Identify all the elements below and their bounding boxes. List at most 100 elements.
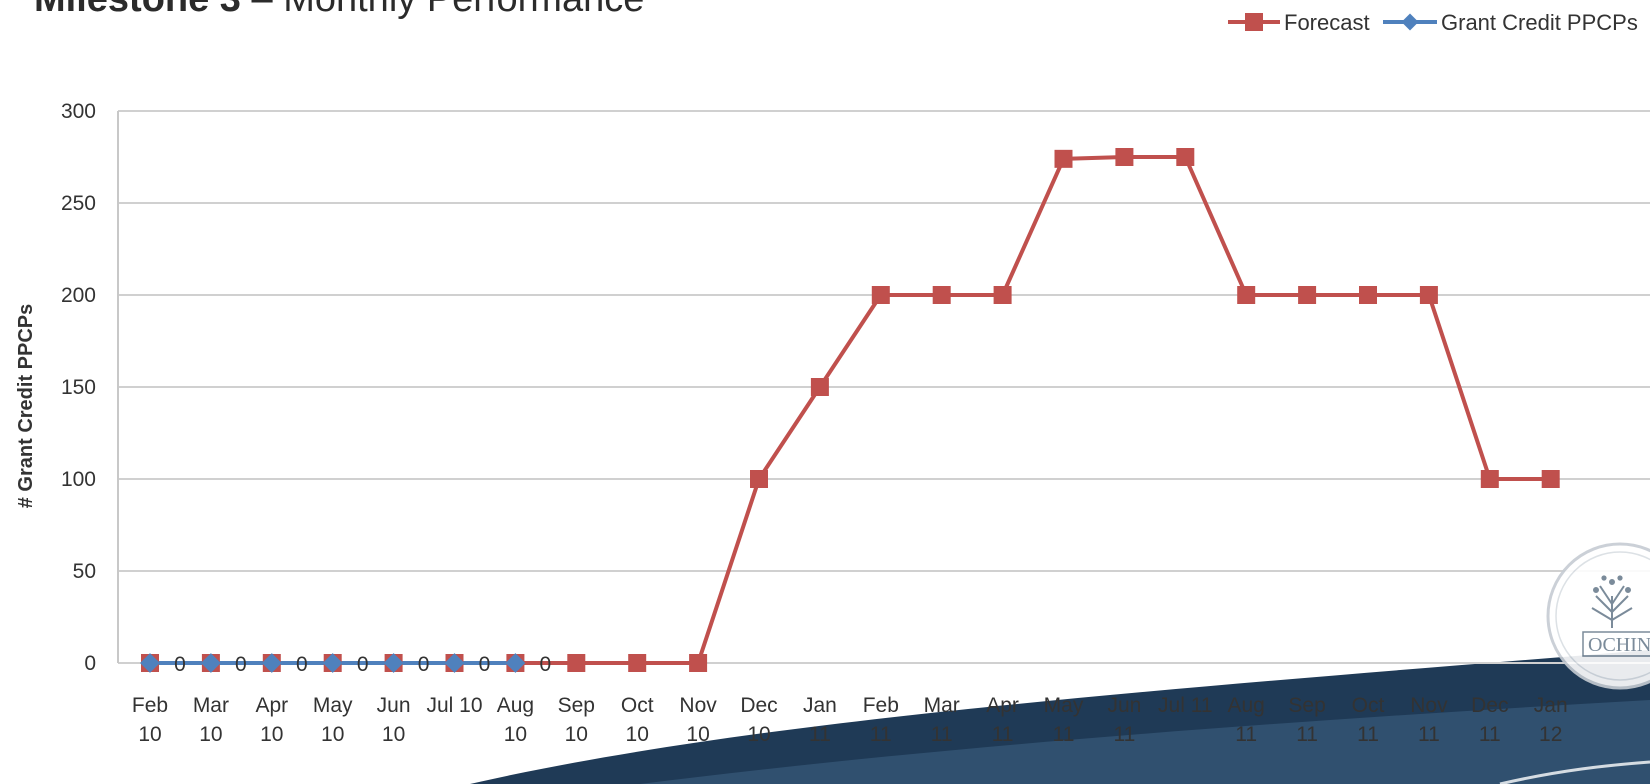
y-tick-labels: 0 50 100 150 200 250 300 bbox=[61, 100, 96, 675]
x-tick-label-month: Oct bbox=[621, 694, 654, 717]
x-tick-label: Apr 11 bbox=[986, 694, 1019, 746]
y-axis-label: # Grant Credit PPCPs bbox=[15, 304, 37, 509]
x-tick-label-year: 10 bbox=[199, 723, 222, 746]
x-tick-label-year: 10 bbox=[686, 723, 709, 746]
x-tick-label-year: 11 bbox=[1053, 723, 1075, 746]
x-tick-label-month: Jan bbox=[1534, 694, 1568, 717]
x-tick-label: Jun 10 bbox=[377, 694, 411, 746]
x-tick-label: Sep 11 bbox=[1288, 694, 1325, 746]
x-tick-label: Aug 11 bbox=[1228, 694, 1265, 746]
legend-label-forecast: Forecast bbox=[1284, 10, 1370, 35]
x-tick-label-year: 12 bbox=[1539, 723, 1562, 746]
legend: Forecast Grant Credit PPCPs bbox=[1228, 10, 1638, 35]
legend-item-forecast: Forecast bbox=[1228, 10, 1370, 35]
x-tick-label-year: 10 bbox=[321, 723, 344, 746]
grant-credit-point bbox=[444, 653, 465, 673]
x-tick-label: May 10 bbox=[313, 694, 353, 746]
y-tick-label: 150 bbox=[61, 376, 96, 399]
data-label: 0 bbox=[540, 653, 552, 676]
chart-title-bold: Milestone 3 bbox=[34, 0, 241, 20]
chart-title-rest: – Monthly Performance bbox=[241, 0, 645, 20]
grant-credit-point bbox=[505, 653, 526, 673]
forecast-point bbox=[567, 654, 586, 672]
x-tick-label-month: Jun bbox=[377, 694, 411, 717]
x-tick-label-year: 11 bbox=[870, 723, 892, 746]
grant-credit-point bbox=[322, 653, 343, 673]
x-tick-label-month: Dec bbox=[1471, 694, 1508, 717]
y-tick-label: 0 bbox=[84, 652, 96, 675]
x-tick-label-month: Jul 10 bbox=[426, 694, 482, 717]
ochin-logo-text: OCHIN bbox=[1588, 634, 1650, 656]
x-tick-label: Aug 10 bbox=[497, 694, 534, 746]
x-tick-label: Jul 10 bbox=[426, 694, 482, 717]
x-tick-label: Mar 11 bbox=[924, 694, 960, 746]
ochin-tree-icon bbox=[1591, 575, 1633, 628]
x-tick-label-year: 11 bbox=[931, 723, 953, 746]
x-tick-label-month: Feb bbox=[863, 694, 899, 717]
forecast-point bbox=[1176, 148, 1195, 166]
x-tick-label-month: May bbox=[313, 694, 353, 717]
data-label: 0 bbox=[357, 653, 369, 676]
x-tick-label-month: May bbox=[1044, 694, 1084, 717]
x-tick-label-month: Mar bbox=[193, 694, 229, 717]
x-tick-label-month: Sep bbox=[558, 694, 595, 717]
chart-title: Milestone 3 – Monthly Performance bbox=[34, 0, 644, 21]
x-tick-label-year: 10 bbox=[260, 723, 283, 746]
data-label: 0 bbox=[479, 653, 491, 676]
legend-item-grant-credit: Grant Credit PPCPs bbox=[1383, 10, 1638, 35]
x-tick-label-year: 10 bbox=[565, 723, 588, 746]
x-tick-label-year: 11 bbox=[1235, 723, 1257, 746]
forecast-point bbox=[1419, 286, 1438, 304]
forecast-point bbox=[993, 286, 1012, 304]
x-tick-label: Feb 11 bbox=[863, 694, 899, 746]
x-tick-label-year: 10 bbox=[138, 723, 161, 746]
x-tick-label-year: 10 bbox=[747, 723, 770, 746]
ochin-logo: OCHIN bbox=[1546, 542, 1650, 690]
x-tick-label-month: Sep bbox=[1288, 694, 1325, 717]
forecast-point bbox=[1237, 286, 1256, 304]
x-tick-label-year: 11 bbox=[1479, 723, 1501, 746]
x-tick-label-month: Apr bbox=[986, 694, 1019, 717]
grant-credit-marker-icon bbox=[1401, 13, 1419, 31]
gridlines bbox=[118, 110, 1650, 664]
forecast-point bbox=[1298, 286, 1317, 304]
x-tick-labels: Feb 10 Mar 10 Apr 10 May 10 Jun 10 Jul 10 Aug 10 Sep 1… bbox=[132, 694, 1568, 746]
forecast-point bbox=[1115, 148, 1134, 166]
x-tick-label: Dec 10 bbox=[740, 694, 777, 746]
grant-credit-point bbox=[383, 653, 404, 673]
grant-credit-point bbox=[261, 653, 282, 673]
x-tick-label-month: Oct bbox=[1352, 694, 1385, 717]
x-tick-label: Jul 11 bbox=[1158, 694, 1212, 717]
forecast-point bbox=[1480, 470, 1499, 488]
x-tick-label-year: 10 bbox=[504, 723, 527, 746]
x-tick-label-month: Nov bbox=[679, 694, 717, 717]
x-tick-label-year: 11 bbox=[1357, 723, 1379, 746]
forecast-point bbox=[1541, 470, 1560, 488]
x-tick-label: Jan 12 bbox=[1534, 694, 1568, 746]
x-tick-label-year: 11 bbox=[1296, 723, 1318, 746]
data-label: 0 bbox=[418, 653, 430, 676]
x-tick-label: Sep 10 bbox=[558, 694, 595, 746]
x-tick-label: Dec 11 bbox=[1471, 694, 1508, 746]
x-tick-label-month: Nov bbox=[1410, 694, 1448, 717]
background-wave bbox=[470, 650, 1650, 784]
x-tick-label: Nov 11 bbox=[1410, 694, 1448, 746]
x-tick-label: May 11 bbox=[1044, 694, 1084, 746]
data-label: 0 bbox=[296, 653, 308, 676]
forecast-point bbox=[1359, 286, 1377, 304]
forecast-point bbox=[1054, 149, 1073, 168]
x-tick-label: Nov 10 bbox=[679, 694, 717, 746]
x-tick-label-year: 11 bbox=[1113, 723, 1135, 746]
y-tick-label: 300 bbox=[61, 100, 96, 123]
x-tick-label-month: Aug bbox=[497, 694, 534, 717]
x-tick-label-year: 10 bbox=[382, 723, 405, 746]
forecast-point bbox=[810, 378, 829, 396]
legend-label-grant-credit: Grant Credit PPCPs bbox=[1441, 10, 1638, 35]
x-tick-label-year: 11 bbox=[809, 723, 831, 746]
x-tick-label-month: Feb bbox=[132, 694, 168, 717]
x-tick-label-month: Jul 11 bbox=[1158, 694, 1212, 717]
x-tick-label: Jun 11 bbox=[1107, 694, 1141, 746]
y-tick-label: 100 bbox=[61, 468, 96, 491]
y-tick-label: 250 bbox=[61, 192, 96, 215]
